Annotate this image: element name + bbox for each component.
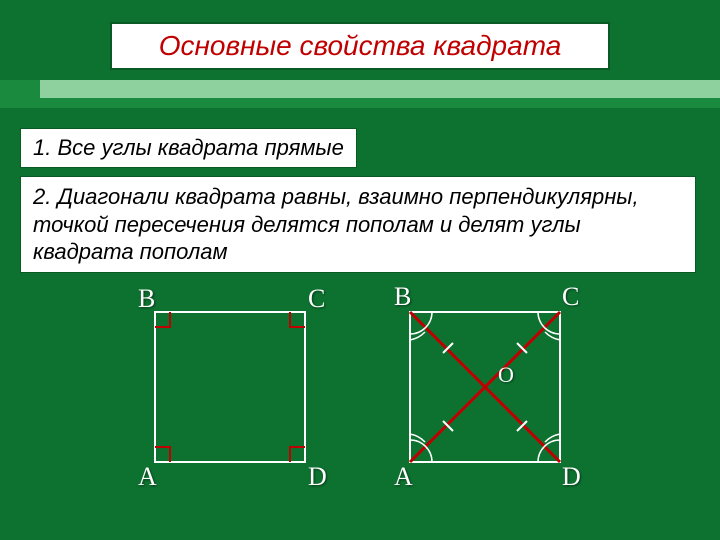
stripe-block (0, 80, 40, 108)
vertex-c: C (308, 284, 325, 314)
property-1-box: 1. Все углы квадрата прямые (20, 128, 357, 168)
diagram-1-square-right-angles: B C A D (120, 290, 330, 500)
diagram-2-square-diagonals: B C A D O (390, 290, 600, 500)
property-1-text: 1. Все углы квадрата прямые (33, 135, 344, 160)
vertex-d2: D (562, 462, 581, 492)
diagrams-row: B C A D (0, 290, 720, 500)
slide-title: Основные свойства квадрата (159, 30, 562, 61)
vertex-d: D (308, 462, 327, 492)
stripe-light (0, 80, 720, 98)
property-2-text: 2. Диагонали квадрата равны, взаимно пер… (33, 184, 639, 264)
vertex-a: A (138, 462, 157, 492)
vertex-a2: A (394, 462, 413, 492)
property-2-box: 2. Диагонали квадрата равны, взаимно пер… (20, 176, 696, 273)
vertex-b: B (138, 284, 155, 314)
vertex-c2: C (562, 282, 579, 312)
stripe-dark (0, 98, 720, 108)
center-o: O (498, 362, 514, 388)
decorative-stripes (0, 80, 720, 108)
title-box: Основные свойства квадрата (110, 22, 610, 70)
vertex-b2: B (394, 282, 411, 312)
